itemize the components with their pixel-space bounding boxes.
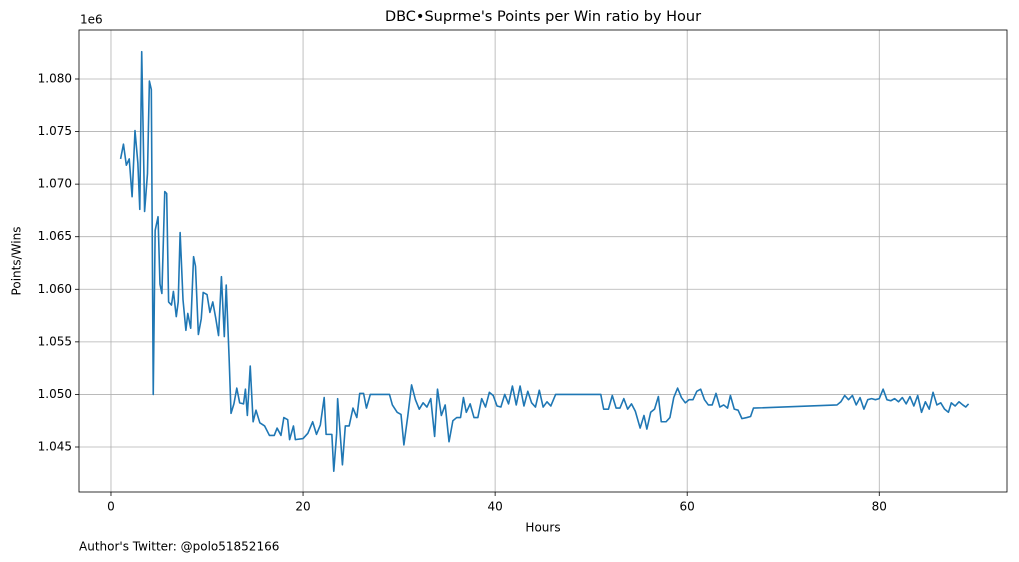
x-tick-label: 60 [680, 500, 695, 514]
x-tick-label: 20 [295, 500, 310, 514]
annotation: Author's Twitter: @polo51852166 [79, 540, 279, 554]
y-tick-label: 1.050 [38, 387, 72, 401]
y-tick-label: 1.045 [38, 439, 72, 453]
data-line [119, 50, 970, 472]
y-tick-label: 1.060 [38, 282, 72, 296]
x-axis-label: Hours [525, 521, 560, 535]
x-tick-label: 0 [107, 500, 115, 514]
y-tick-label: 1.075 [38, 124, 72, 138]
y-tick-label: 1.055 [38, 334, 72, 348]
plot-frame [78, 29, 1008, 493]
y-offset-label: 1e6 [80, 13, 103, 27]
y-tick-label: 1.065 [38, 229, 72, 243]
x-tick-label: 80 [872, 500, 887, 514]
y-tick-label: 1.070 [38, 177, 72, 191]
x-tick-label: 40 [487, 500, 502, 514]
chart-title: DBC•Suprme's Points per Win ratio by Hou… [385, 9, 701, 25]
y-tick-label: 1.080 [38, 71, 72, 85]
y-axis-label: Points/Wins [10, 227, 24, 296]
